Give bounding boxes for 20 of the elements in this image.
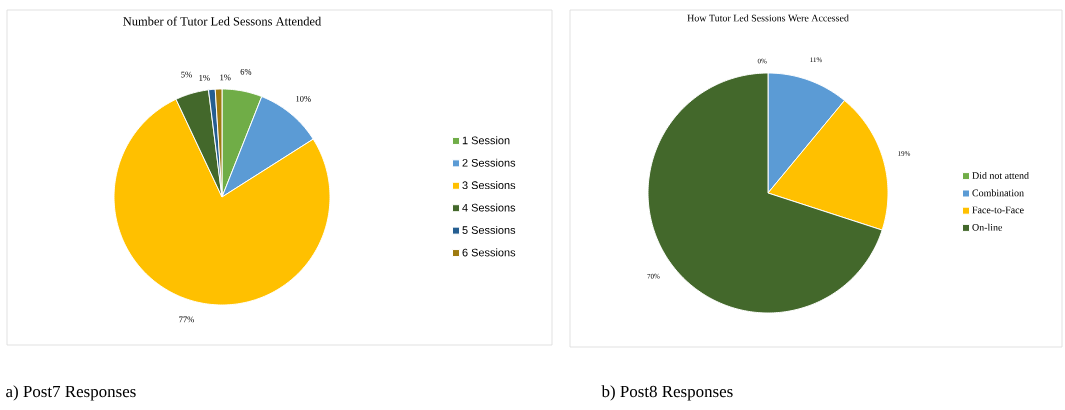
text: b) Post8 Responses <box>601 385 733 401</box>
data-label: 6% <box>240 68 252 75</box>
data-label: 1% <box>199 75 210 81</box>
legend-label: 2 Sessions <box>462 158 516 167</box>
legend-label: Face-to-Face <box>972 206 1024 214</box>
data-label: 5% <box>181 71 192 78</box>
legend-label: 6 Sessions <box>462 248 516 257</box>
legend-label: 4 Sessions <box>462 203 516 212</box>
legend-label: Combination <box>972 189 1024 197</box>
data-label: 1% <box>220 74 231 81</box>
chart-title: Number of Tutor Led Sessons Attended <box>123 16 322 26</box>
data-label: 77% <box>179 316 194 323</box>
legend-label: Did not attend <box>972 171 1029 179</box>
legend-label: 5 Sessions <box>462 225 516 234</box>
chart-title: How Tutor Led Sessions Were Accessed <box>687 14 849 22</box>
legend-label: 3 Sessions <box>462 181 516 190</box>
legend-label: On-line <box>972 223 1003 231</box>
data-label: 10% <box>296 95 311 102</box>
legend-label: 1 Session <box>462 136 510 145</box>
text: a) Post7 Responses <box>6 385 136 401</box>
